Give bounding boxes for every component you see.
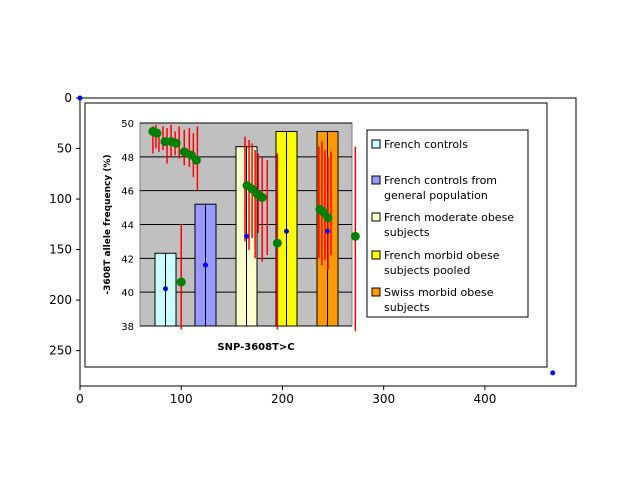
green-point (272, 238, 282, 248)
green-point (179, 147, 189, 157)
green-point (171, 138, 181, 148)
bar-dot (284, 228, 289, 234)
embedded-chart-image: 38 40 42 44 46 48 50 -3608T allele frequency (%… (84, 102, 548, 368)
green-point (191, 155, 201, 165)
green-point (257, 192, 267, 202)
green-point (323, 213, 333, 223)
outer-y-tick-label: 250 (49, 344, 72, 358)
legend-swatch (371, 250, 381, 260)
outer-y-tick-label: 0 (64, 91, 72, 105)
legend-label: French controls from general population (384, 174, 497, 202)
legend-swatch (371, 175, 381, 185)
inner-y-tick-label: 44 (121, 221, 134, 232)
overlay-markers (77, 95, 556, 376)
outer-y-tick-label: 150 (49, 243, 72, 257)
inner-x-axis-label: SNP-3608T>C (217, 342, 294, 353)
outer-axes: 0 100 200 300 400 0 50 100 150 200 250 (49, 91, 577, 406)
inner-y-tick-label: 50 (121, 119, 134, 130)
outer-y-tick-label: 100 (49, 192, 72, 206)
legend-swatch (371, 139, 381, 149)
outer-point (77, 95, 83, 101)
legend-label: French morbid obese subjects pooled (384, 249, 500, 277)
inner-y-tick-label: 38 (121, 322, 134, 333)
inner-y-tick-label: 40 (121, 288, 134, 299)
green-point (176, 277, 186, 287)
green-point (152, 128, 162, 138)
green-point (350, 231, 360, 241)
legend-label: Swiss morbid obese subjects (384, 286, 494, 314)
inner-y-tick-label: 42 (121, 254, 134, 265)
outer-y-tick-label: 50 (57, 142, 72, 156)
outer-x-tick-label: 100 (170, 392, 193, 406)
legend-label: French controls (384, 138, 468, 151)
outer-point (550, 370, 556, 376)
outer-x-tick-label: 400 (473, 392, 496, 406)
legend-label: French moderate obese subjects (384, 211, 514, 239)
inner-y-axis-label: -3608T allele frequency (%) (103, 154, 113, 294)
bar-dot (325, 228, 330, 234)
inner-y-tick-label: 46 (121, 187, 134, 198)
legend-swatch (371, 212, 381, 222)
outer-x-tick-label: 200 (271, 392, 294, 406)
legend-swatch (371, 287, 381, 297)
bar-dot (244, 233, 249, 239)
legend-box (366, 129, 529, 318)
outer-y-tick-label: 200 (49, 293, 72, 307)
outer-x-tick-label: 300 (372, 392, 395, 406)
bar-dot (203, 262, 208, 268)
outer-axes-frame (79, 97, 577, 387)
inner-y-tick-label: 48 (121, 153, 134, 164)
outer-x-tick-label: 0 (76, 392, 84, 406)
bar-dot (163, 286, 168, 292)
